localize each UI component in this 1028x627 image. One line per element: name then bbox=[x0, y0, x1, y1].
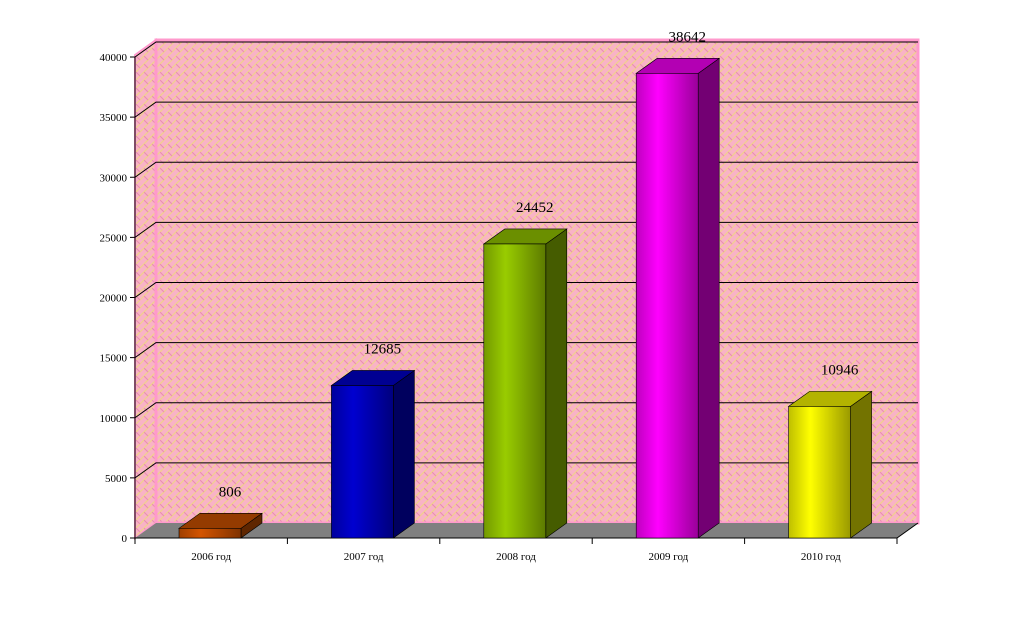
bar bbox=[330, 369, 416, 539]
y-tick-label: 30000 bbox=[100, 172, 128, 184]
bar-side bbox=[697, 57, 720, 539]
bar-front bbox=[331, 385, 394, 539]
bar-front bbox=[788, 406, 851, 539]
bar-front bbox=[178, 528, 242, 539]
y-tick-label: 10000 bbox=[100, 413, 128, 425]
value-label: 24452 bbox=[516, 200, 554, 216]
value-label: 806 bbox=[219, 484, 242, 500]
x-tick-label: 2007 год bbox=[344, 551, 384, 563]
bar-side bbox=[545, 228, 568, 539]
y-tick-label: 5000 bbox=[105, 473, 128, 485]
x-tick-label: 2009 год bbox=[649, 551, 689, 563]
bar bbox=[635, 57, 721, 539]
y-tick-label: 20000 bbox=[100, 293, 128, 305]
y-tick-label: 35000 bbox=[100, 112, 128, 124]
bar-front bbox=[635, 73, 699, 539]
x-tick-label: 2006 год bbox=[191, 551, 231, 563]
y-tick-label: 15000 bbox=[100, 353, 128, 365]
y-tick-label: 25000 bbox=[100, 232, 128, 244]
value-label: 10946 bbox=[821, 362, 859, 378]
bar-side bbox=[393, 369, 415, 539]
bar bbox=[178, 512, 263, 539]
bar-front bbox=[483, 243, 547, 539]
x-tick-label: 2010 год bbox=[801, 551, 841, 563]
x-tick-label: 2008 год bbox=[496, 551, 536, 563]
y-tick-label: 0 bbox=[122, 533, 128, 545]
value-label: 12685 bbox=[364, 341, 402, 357]
bar-side bbox=[850, 390, 872, 539]
bar bbox=[482, 228, 568, 539]
y-tick-label: 40000 bbox=[100, 52, 128, 64]
value-label: 38642 bbox=[668, 29, 706, 45]
grid-line bbox=[134, 41, 918, 58]
bar bbox=[787, 390, 873, 539]
